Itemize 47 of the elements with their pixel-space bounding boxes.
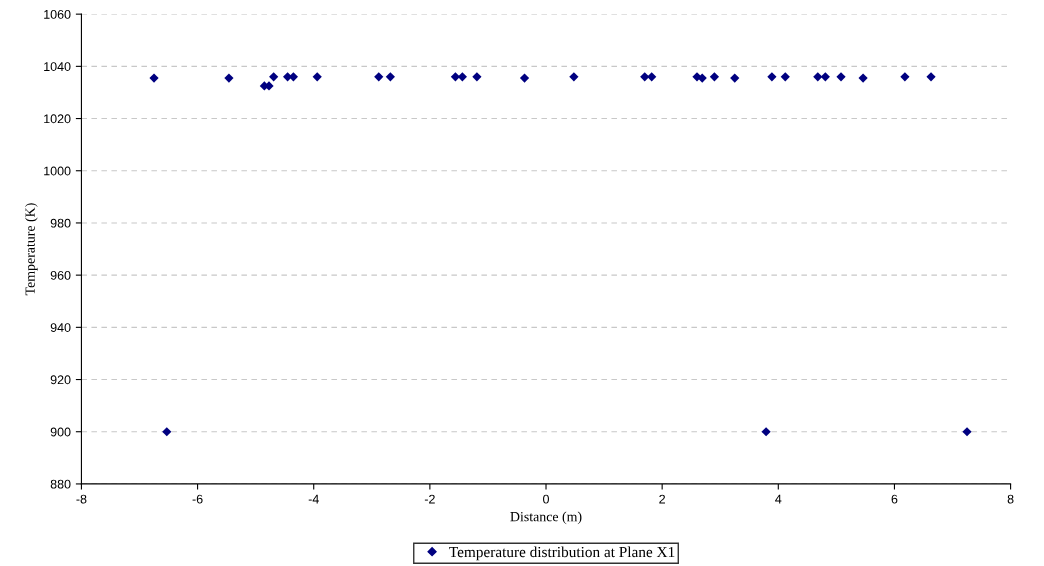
point	[813, 72, 823, 82]
y-axis-title: Temperature (K)	[25, 203, 38, 296]
point	[457, 72, 467, 82]
y-tick-label: 900	[50, 427, 71, 437]
point	[269, 72, 279, 82]
point	[836, 72, 846, 82]
point	[962, 427, 972, 437]
y-tick-label: 940	[50, 323, 71, 332]
point	[519, 73, 530, 83]
point	[569, 72, 579, 82]
point	[312, 72, 322, 82]
point	[162, 427, 172, 437]
point	[647, 72, 657, 82]
x-tick-label: -4	[308, 494, 319, 504]
point	[730, 73, 740, 83]
y-tick-label: 880	[50, 479, 71, 489]
point	[926, 72, 936, 82]
point	[820, 72, 830, 82]
point	[472, 72, 482, 82]
point	[780, 72, 790, 82]
legend-label: Temperature distribution at Plane X1	[449, 546, 675, 561]
y-tick-label: 1000	[44, 166, 71, 176]
x-tick-label: 6	[891, 494, 898, 504]
x-tick-label: -6	[192, 494, 203, 504]
y-tick-label: 1020	[44, 114, 71, 124]
x-tick-label: 4	[775, 494, 782, 504]
point	[767, 72, 777, 82]
y-tick-label: 960	[50, 270, 71, 280]
point	[900, 72, 910, 82]
point	[374, 72, 384, 82]
x-tick-label: 2	[659, 494, 666, 504]
y-tick-label: 1060	[44, 9, 71, 19]
y-tick-label: 1040	[44, 62, 71, 71]
x-tick-label: 0	[543, 494, 549, 504]
x-tick-label: 8	[1007, 494, 1014, 504]
y-tick-label: 920	[50, 375, 71, 385]
point	[761, 427, 771, 437]
y-tick-label: 980	[50, 218, 71, 228]
point	[385, 72, 395, 82]
x-tick-label: -2	[424, 494, 435, 504]
x-axis-title: Distance (m)	[510, 511, 582, 525]
point	[709, 72, 720, 82]
point	[640, 72, 650, 82]
point	[224, 73, 234, 83]
point	[858, 73, 868, 83]
point	[149, 73, 159, 83]
x-tick-label: -8	[76, 494, 87, 504]
